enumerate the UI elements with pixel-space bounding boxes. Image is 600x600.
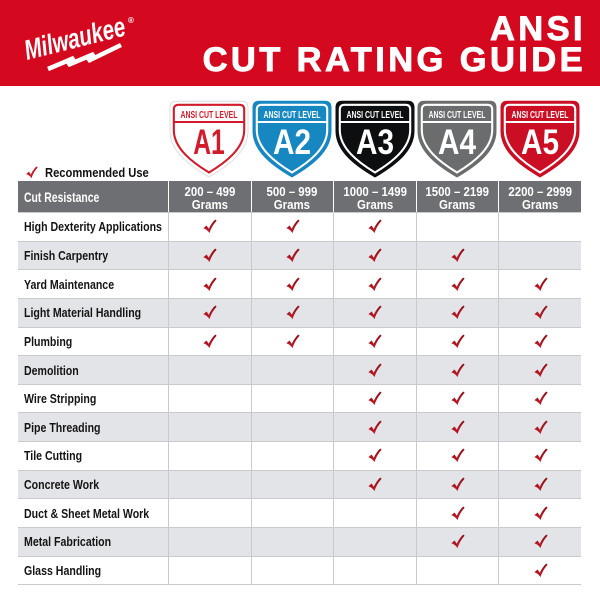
svg-text:ANSI CUT LEVEL: ANSI CUT LEVEL: [511, 109, 568, 121]
svg-text:ANSI CUT LEVEL: ANSI CUT LEVEL: [181, 109, 238, 121]
svg-text:®: ®: [128, 16, 134, 25]
svg-text:A4: A4: [438, 122, 476, 162]
svg-text:A3: A3: [356, 122, 394, 162]
svg-text:ANSI CUT LEVEL: ANSI CUT LEVEL: [346, 109, 403, 121]
svg-text:ANSI CUT LEVEL: ANSI CUT LEVEL: [429, 109, 486, 121]
svg-text:A2: A2: [273, 122, 311, 162]
svg-text:A5: A5: [521, 122, 559, 162]
svg-text:Milwaukee: Milwaukee: [21, 11, 128, 66]
svg-text:ANSI CUT LEVEL: ANSI CUT LEVEL: [263, 109, 320, 121]
svg-text:A1: A1: [194, 122, 226, 162]
